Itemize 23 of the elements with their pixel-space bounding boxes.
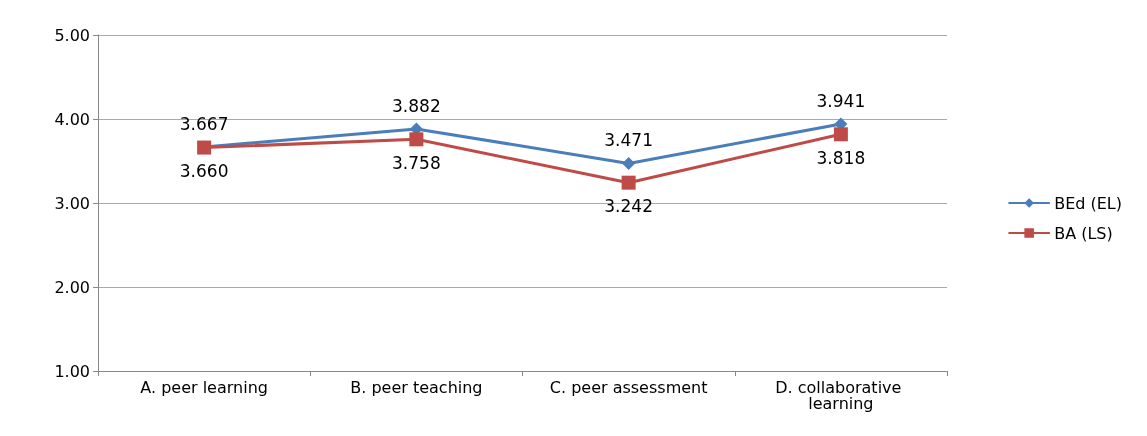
legend-label: BA (LS)	[1054, 223, 1113, 243]
y-tick-label: 3.00	[54, 193, 90, 213]
data-label: 3.818	[816, 147, 866, 168]
data-label: 3.667	[179, 113, 229, 134]
point	[409, 132, 424, 147]
data-label: 3.242	[604, 196, 653, 217]
y-tick-label: 2.00	[54, 277, 90, 297]
x-tick-label: C. peer assessment	[549, 377, 708, 397]
data-label: 3.660	[179, 161, 229, 182]
x-tick-label: A. peer learning	[140, 377, 268, 397]
y-tick-label: 1.00	[54, 361, 90, 381]
data-label: 3.882	[392, 95, 441, 116]
y-tick-label: 5.00	[54, 25, 90, 45]
x-tick-label: D. collaborative learning	[775, 377, 907, 413]
y-tick-label: 4.00	[54, 109, 90, 129]
x-tick-label: B. peer teaching	[350, 377, 483, 397]
data-label: 3.941	[816, 90, 866, 111]
point	[621, 175, 636, 190]
point	[622, 156, 636, 170]
point	[833, 127, 848, 142]
data-label: 3.758	[392, 152, 441, 173]
data-label: 3.471	[604, 130, 653, 151]
legend-label: BEd (EL)	[1054, 193, 1123, 213]
